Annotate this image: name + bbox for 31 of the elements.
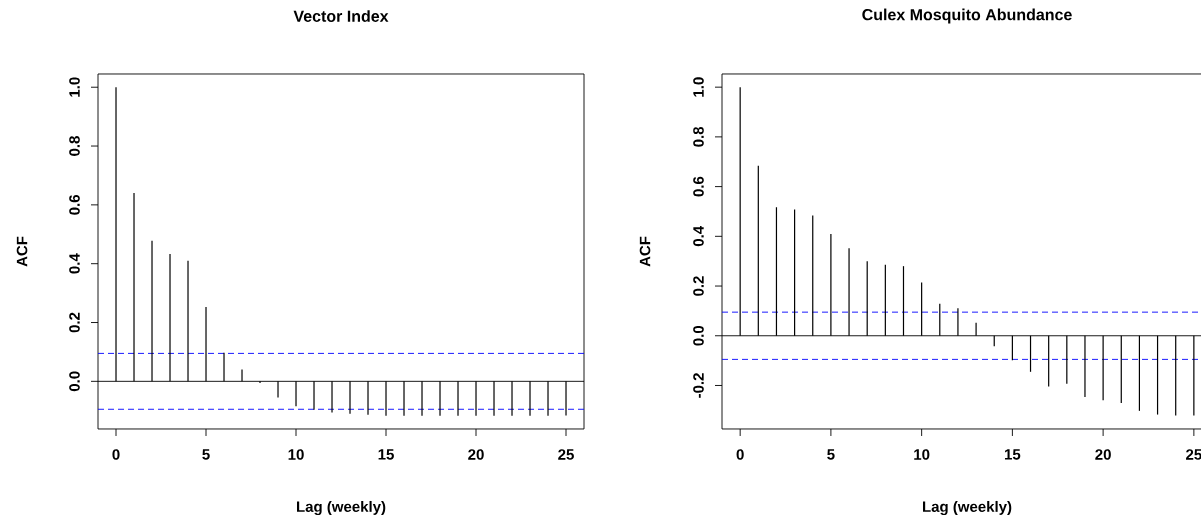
y-tick-label: 0.2 (693, 276, 704, 296)
y-tick-label: 0.4 (69, 253, 80, 274)
x-tick-label: 10 (914, 449, 930, 460)
chart-title: Culex Mosquito Abundance (862, 8, 1072, 24)
y-tick-label: 0.4 (693, 225, 704, 247)
x-tick-label: 15 (378, 449, 394, 460)
y-tick-label: 0.8 (693, 126, 704, 147)
y-tick-label: 0.2 (69, 312, 80, 333)
x-tick-label: 20 (1095, 449, 1111, 460)
y-axis-title: ACF (639, 236, 651, 267)
x-tick-label: 0 (736, 449, 744, 460)
x-axis-title: Lag (weekly) (923, 500, 1012, 515)
chart-title: Vector Index (293, 10, 389, 22)
x-axis-title: Lag (weekly) (297, 500, 386, 515)
y-tick-label: 0.6 (693, 176, 704, 197)
y-tick-label: 0.8 (69, 136, 80, 156)
x-tick-label: 25 (558, 449, 574, 460)
x-tick-label: 20 (468, 449, 484, 460)
y-tick-label: -0.2 (693, 373, 704, 398)
y-tick-label: 1.0 (693, 77, 704, 97)
x-tick-label: 5 (827, 449, 835, 460)
y-tick-label: 0.0 (69, 371, 80, 392)
y-tick-label: 0.0 (693, 325, 704, 346)
y-axis-title: ACF (16, 236, 28, 267)
x-tick-label: 0 (112, 449, 120, 460)
x-tick-label: 15 (1004, 449, 1021, 460)
y-tick-label: 0.6 (69, 194, 80, 215)
x-tick-label: 10 (288, 449, 304, 460)
x-tick-label: 5 (202, 449, 210, 460)
y-tick-label: 1.0 (69, 77, 80, 97)
x-tick-label: 25 (1186, 449, 1201, 460)
